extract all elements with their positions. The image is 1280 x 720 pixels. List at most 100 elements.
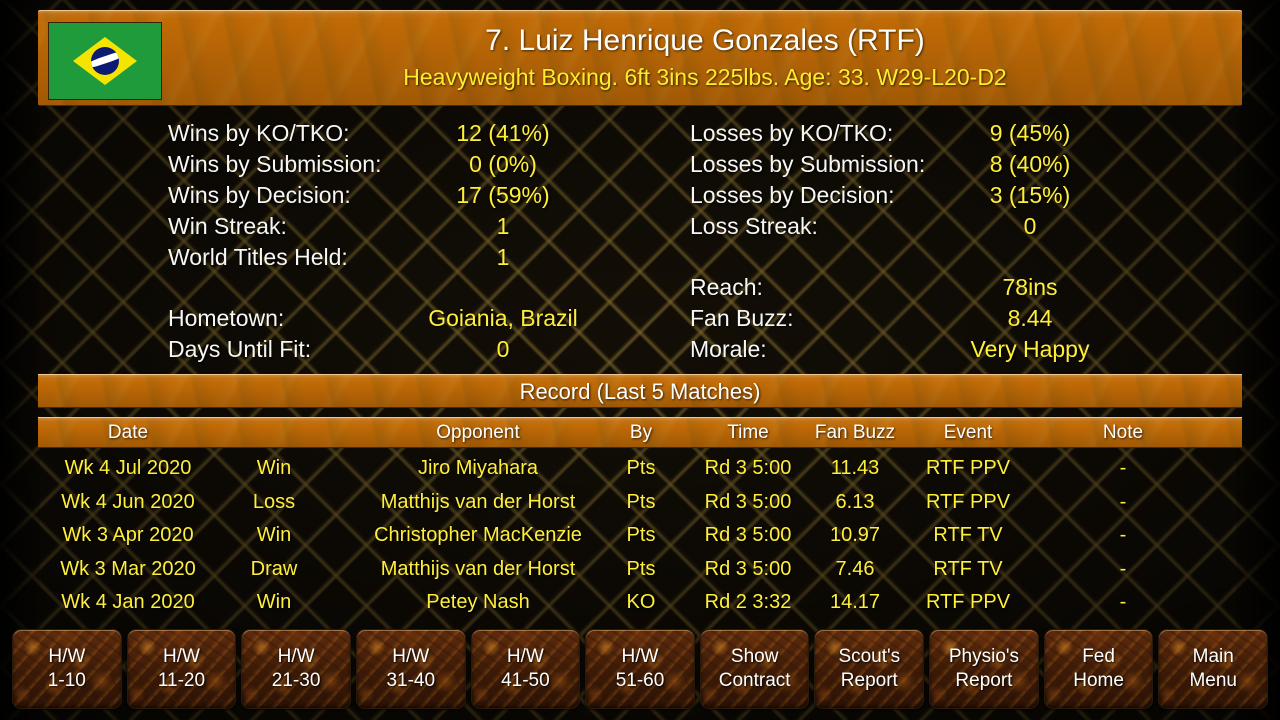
button-hw-41-50[interactable]: H/W 41-50 bbox=[470, 629, 581, 709]
stat-label: Losses by Decision: bbox=[690, 182, 895, 208]
brazil-flag-icon bbox=[48, 22, 162, 100]
button-label-line1: Main bbox=[1192, 646, 1234, 667]
stat-row-fan-buzz: Fan Buzz: 8.44 bbox=[690, 303, 1125, 334]
stat-label: Hometown: bbox=[168, 305, 285, 331]
cell-fan-buzz: 10.97 bbox=[829, 524, 881, 546]
stat-value: Goiania, Brazil bbox=[428, 305, 578, 331]
cell-note: - bbox=[1119, 591, 1127, 613]
cell-time: Rd 3 5:00 bbox=[704, 490, 792, 513]
cell-note: - bbox=[1119, 557, 1127, 580]
stat-row-losses-decision: Losses by Decision: 3 (15%) bbox=[690, 180, 1125, 211]
cell-by: KO bbox=[626, 591, 656, 613]
stat-label: World Titles Held: bbox=[168, 244, 348, 270]
button-fed-home[interactable]: Fed Home bbox=[1043, 629, 1154, 709]
column-header-by: By bbox=[629, 422, 653, 443]
button-main-menu[interactable]: Main Menu bbox=[1158, 629, 1269, 709]
button-hw-31-40[interactable]: H/W 31-40 bbox=[355, 629, 466, 709]
stat-row-morale: Morale: Very Happy bbox=[690, 334, 1125, 365]
stat-row-world-titles: World Titles Held: 1 bbox=[168, 242, 598, 273]
column-header-event: Event bbox=[943, 422, 993, 443]
button-hw-1-10[interactable]: H/W 1-10 bbox=[12, 629, 122, 709]
cell-result: Win bbox=[256, 591, 292, 613]
cell-result: Win bbox=[256, 524, 292, 546]
button-hw-51-60[interactable]: H/W 51-60 bbox=[585, 629, 695, 709]
button-scouts-report[interactable]: Scout's Report bbox=[814, 629, 925, 709]
wins-stats-group: Wins by KO/TKO: 12 (41%) Wins by Submiss… bbox=[168, 118, 598, 273]
stat-value: 8 (40%) bbox=[989, 151, 1071, 177]
stat-row-losses-ko: Losses by KO/TKO: 9 (45%) bbox=[690, 118, 1125, 149]
cell-note: - bbox=[1119, 457, 1127, 479]
stat-label: Wins by Submission: bbox=[168, 151, 382, 177]
column-header-opponent: Opponent bbox=[436, 422, 520, 443]
button-hw-11-20[interactable]: H/W 11-20 bbox=[126, 629, 237, 709]
column-header-time: Time bbox=[727, 422, 769, 443]
button-label-line1: H/W bbox=[621, 646, 659, 667]
condition-stats-group: Reach: 78ins Fan Buzz: 8.44 Morale: Very… bbox=[690, 272, 1125, 365]
button-label-line2: Report bbox=[955, 670, 1013, 691]
stat-value: 78ins bbox=[1002, 274, 1058, 300]
record-section-title: Record (Last 5 Matches) bbox=[38, 374, 1242, 408]
button-label-line1: H/W bbox=[48, 646, 86, 667]
cell-event: RTF PPV bbox=[925, 490, 1011, 513]
stat-value: 3 (15%) bbox=[989, 182, 1071, 208]
cell-opponent: Jiro Miyahara bbox=[417, 457, 539, 479]
cell-time: Rd 3 5:00 bbox=[704, 557, 792, 580]
stat-label: Loss Streak: bbox=[690, 213, 818, 239]
stat-row-win-streak: Win Streak: 1 bbox=[168, 211, 598, 242]
table-row[interactable]: Wk 4 Jan 2020 Win Petey Nash KO Rd 2 3:3… bbox=[38, 586, 1242, 620]
stat-value: Very Happy bbox=[970, 336, 1090, 362]
stat-label: Wins by KO/TKO: bbox=[168, 120, 350, 146]
cell-note: - bbox=[1119, 490, 1127, 513]
stat-row-wins-decision: Wins by Decision: 17 (59%) bbox=[168, 180, 598, 211]
cell-event: RTF TV bbox=[933, 557, 1003, 580]
cell-event: RTF PPV bbox=[925, 457, 1011, 479]
button-label-line2: Contract bbox=[718, 670, 791, 691]
cell-date: Wk 4 Jan 2020 bbox=[61, 591, 195, 613]
cell-result: Draw bbox=[250, 557, 298, 580]
button-label-line2: 51-60 bbox=[615, 670, 665, 691]
bottom-button-bar: H/W 1-10 H/W 11-20 H/W 21-30 H/W 31-40 H… bbox=[12, 629, 1269, 709]
button-label-line1: Scout's bbox=[838, 646, 901, 667]
stat-value: 0 bbox=[1023, 213, 1037, 239]
stat-row-days-until-fit: Days Until Fit: 0 bbox=[168, 334, 598, 365]
button-label-line1: Fed bbox=[1082, 646, 1115, 667]
stat-value: 12 (41%) bbox=[456, 120, 550, 146]
stat-value: 1 bbox=[496, 213, 510, 239]
cell-date: Wk 3 Apr 2020 bbox=[62, 524, 194, 546]
cell-date: Wk 3 Mar 2020 bbox=[60, 557, 196, 580]
cell-opponent: Christopher MacKenzie bbox=[374, 524, 582, 546]
stat-label: Losses by Submission: bbox=[690, 151, 926, 177]
stat-row-reach: Reach: 78ins bbox=[690, 272, 1125, 303]
cell-time: Rd 3 5:00 bbox=[704, 524, 792, 546]
cell-by: Pts bbox=[626, 490, 656, 513]
button-label-line2: 1-10 bbox=[47, 670, 86, 691]
cell-result: Loss bbox=[252, 490, 296, 513]
table-row[interactable]: Wk 4 Jun 2020 Loss Matthijs van der Hors… bbox=[38, 486, 1242, 520]
stat-label: Days Until Fit: bbox=[168, 336, 312, 362]
stat-value: 1 bbox=[496, 244, 510, 270]
stat-label: Losses by KO/TKO: bbox=[690, 120, 894, 146]
cell-fan-buzz: 11.43 bbox=[830, 457, 880, 479]
button-label-line2: 21-30 bbox=[271, 670, 321, 691]
losses-stats-group: Losses by KO/TKO: 9 (45%) Losses by Subm… bbox=[690, 118, 1125, 242]
button-label-line2: Menu bbox=[1189, 670, 1237, 691]
stat-value: 8.44 bbox=[1007, 305, 1053, 331]
record-table-body: Wk 4 Jul 2020 Win Jiro Miyahara Pts Rd 3… bbox=[38, 452, 1242, 620]
cell-fan-buzz: 7.46 bbox=[835, 557, 875, 580]
button-physios-report[interactable]: Physio's Report bbox=[929, 629, 1039, 709]
button-label-line2: Report bbox=[840, 670, 898, 691]
cell-event: RTF TV bbox=[933, 524, 1003, 546]
page-title: 7. Luiz Henrique Gonzales (RTF) bbox=[485, 24, 925, 57]
table-row[interactable]: Wk 3 Mar 2020 Draw Matthijs van der Hors… bbox=[38, 553, 1242, 587]
stat-value: 0 (0%) bbox=[469, 151, 537, 177]
cell-by: Pts bbox=[626, 457, 656, 479]
button-hw-21-30[interactable]: H/W 21-30 bbox=[241, 629, 351, 709]
stat-row-losses-submission: Losses by Submission: 8 (40%) bbox=[690, 149, 1125, 180]
table-row[interactable]: Wk 4 Jul 2020 Win Jiro Miyahara Pts Rd 3… bbox=[38, 452, 1242, 486]
table-row[interactable]: Wk 3 Apr 2020 Win Christopher MacKenzie … bbox=[38, 519, 1242, 553]
stat-value: 17 (59%) bbox=[456, 182, 550, 208]
button-label-line1: H/W bbox=[162, 646, 200, 667]
stat-label: Reach: bbox=[690, 274, 763, 300]
button-show-contract[interactable]: Show Contract bbox=[699, 629, 810, 709]
